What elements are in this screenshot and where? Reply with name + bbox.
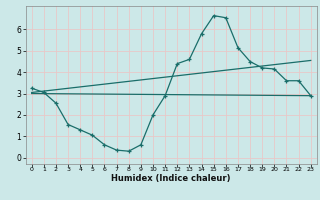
X-axis label: Humidex (Indice chaleur): Humidex (Indice chaleur) — [111, 174, 231, 183]
